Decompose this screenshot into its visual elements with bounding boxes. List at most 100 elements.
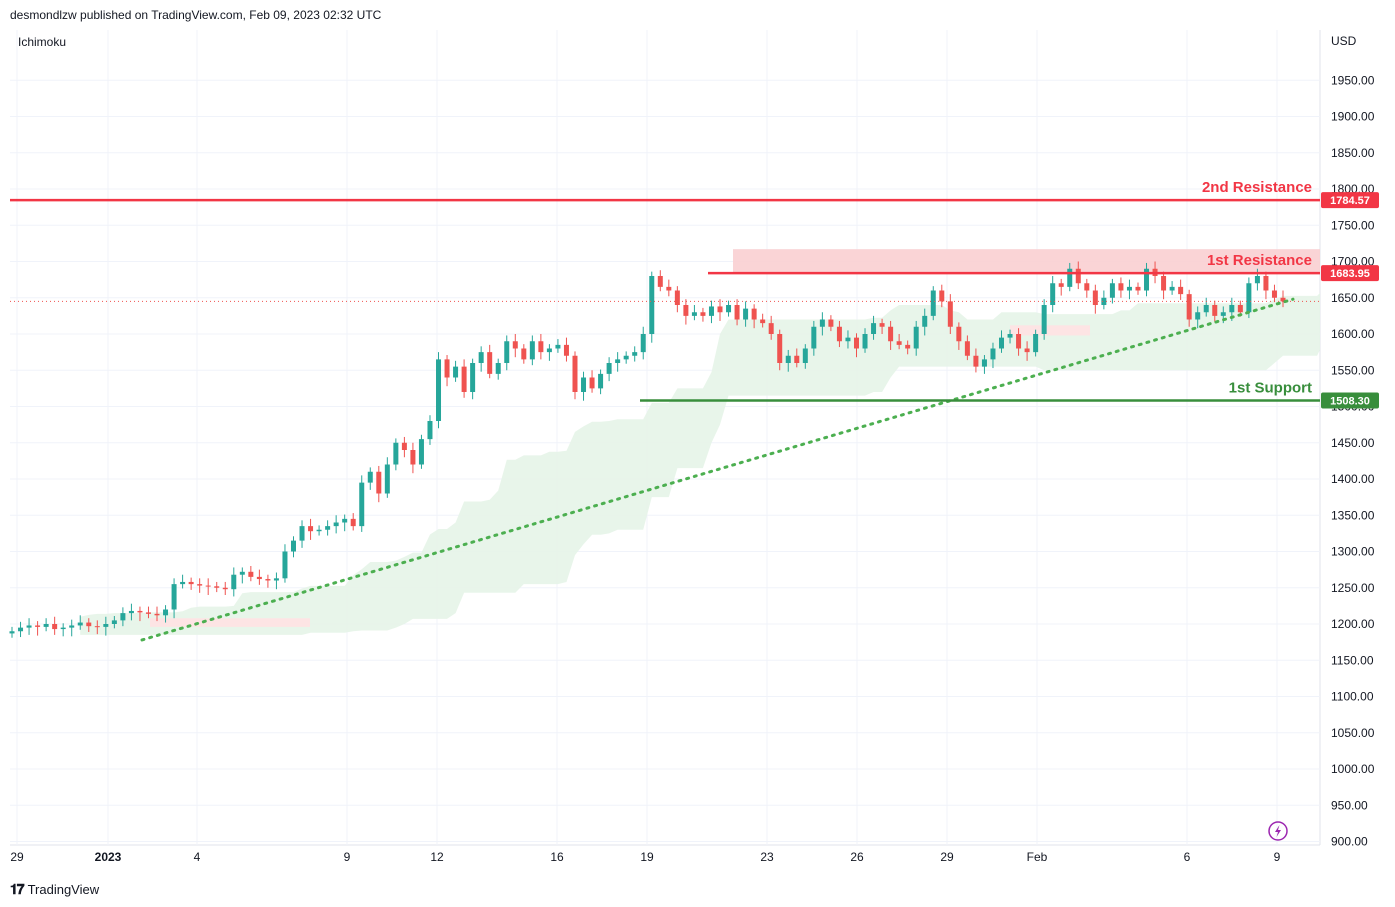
candle-body	[145, 612, 151, 614]
candle-body	[163, 609, 169, 616]
candle-body	[299, 526, 305, 541]
candle-body	[418, 439, 424, 465]
candle-body	[726, 305, 732, 313]
price-tick-label: 1850.00	[1331, 146, 1375, 160]
candle-body	[137, 610, 143, 613]
price-tick-label: 1550.00	[1331, 363, 1375, 377]
price-tick-label: 1050.00	[1331, 726, 1375, 740]
candle-body	[640, 334, 646, 353]
time-tick-label: 9	[344, 850, 351, 864]
candle-body	[197, 584, 203, 586]
candle-body	[1109, 283, 1115, 298]
level-lines: 2nd Resistance 1st Resistance 1st Support	[10, 179, 1320, 642]
candle-body	[444, 359, 450, 378]
candle-body	[248, 571, 254, 577]
candle-body	[1254, 276, 1260, 284]
candle-body	[470, 363, 476, 392]
candle-body	[785, 355, 791, 363]
candle-body	[947, 301, 953, 327]
candle-body	[180, 581, 186, 585]
candle-body	[1263, 276, 1269, 291]
candle-body	[350, 518, 356, 527]
candle-body	[572, 355, 578, 392]
candle-body	[60, 627, 66, 630]
candle-body	[1007, 334, 1013, 338]
candle-body	[1169, 286, 1175, 291]
candle-body	[751, 308, 757, 320]
candle-body	[453, 366, 459, 378]
candle-body	[1092, 290, 1098, 305]
candle-body	[1058, 283, 1064, 287]
1st-support-price-tag-text: 1508.30	[1330, 395, 1370, 407]
candle-body	[649, 276, 655, 334]
time-tick-label: 23	[760, 850, 774, 864]
candle-body	[1126, 286, 1132, 291]
candle-body	[43, 624, 49, 627]
price-axis[interactable]: USD1950.001900.001850.001800.001750.0017…	[1331, 34, 1375, 849]
candle-body	[1016, 334, 1022, 349]
candle-body	[308, 526, 314, 532]
candle-body	[1135, 286, 1141, 291]
price-tick-label: 1150.00	[1331, 653, 1374, 667]
candle-body	[930, 290, 936, 316]
candle-body	[376, 471, 382, 494]
candle-body	[1271, 290, 1277, 298]
resistance-zone-box	[733, 249, 1320, 274]
candle-body	[939, 290, 945, 302]
candle-body	[35, 625, 41, 627]
candle-body	[231, 574, 237, 590]
candle-body	[18, 627, 24, 632]
candle-body	[111, 620, 117, 624]
lightning-icon[interactable]	[1268, 821, 1288, 841]
candle-body	[410, 450, 416, 465]
candle-body	[674, 290, 680, 305]
candle-body	[743, 308, 749, 320]
candle-body	[555, 344, 561, 349]
candle-body	[128, 610, 134, 614]
resistance-zone	[733, 249, 1320, 274]
time-tick-label: 9	[1274, 850, 1281, 864]
time-tick-label: 26	[850, 850, 864, 864]
candle-body	[1229, 305, 1235, 313]
candle-body	[495, 363, 501, 374]
candle-body	[1024, 348, 1030, 353]
candle-body	[342, 518, 348, 523]
candle-body	[69, 625, 75, 628]
candle-body	[615, 359, 621, 363]
candle-body	[1203, 305, 1209, 313]
1st-resistance-price-tag	[1321, 265, 1379, 282]
candle-body	[836, 326, 842, 342]
candle-body	[487, 352, 493, 374]
time-tick-label: 29	[940, 850, 954, 864]
candle-body	[1220, 312, 1226, 316]
candle-body	[589, 377, 595, 389]
candle-body	[436, 359, 442, 421]
candle-body	[606, 363, 612, 374]
candle-body	[1144, 268, 1150, 291]
candle-body	[529, 341, 535, 360]
price-tick-label: 1250.00	[1331, 581, 1375, 595]
footer-brand[interactable]: 𝟏𝟕 TradingView	[10, 881, 99, 898]
candle-body	[811, 326, 817, 349]
candle-body	[794, 355, 800, 363]
candle-body	[760, 319, 766, 324]
candle-body	[222, 587, 228, 590]
candle-body	[845, 337, 851, 342]
candle-body	[188, 581, 194, 585]
candle-body	[1186, 294, 1192, 320]
candle-body	[77, 622, 83, 626]
candle-body	[1237, 305, 1243, 313]
price-tick-label: 1900.00	[1331, 110, 1375, 124]
indicator-label[interactable]: Ichimoku	[18, 35, 67, 49]
price-tick-label: 1600.00	[1331, 327, 1375, 341]
time-tick-label: 19	[640, 850, 654, 864]
ichimoku-cloud	[80, 292, 1320, 635]
time-tick-label: 16	[550, 850, 564, 864]
candle-body	[461, 366, 467, 392]
candle-body	[1246, 283, 1252, 313]
candle-body	[282, 551, 288, 579]
candle-body	[384, 464, 390, 494]
candle-body	[521, 348, 527, 360]
time-axis[interactable]: 29 2023 4 9 12 16 19 23 26 29 Feb 6 9	[10, 850, 1280, 864]
